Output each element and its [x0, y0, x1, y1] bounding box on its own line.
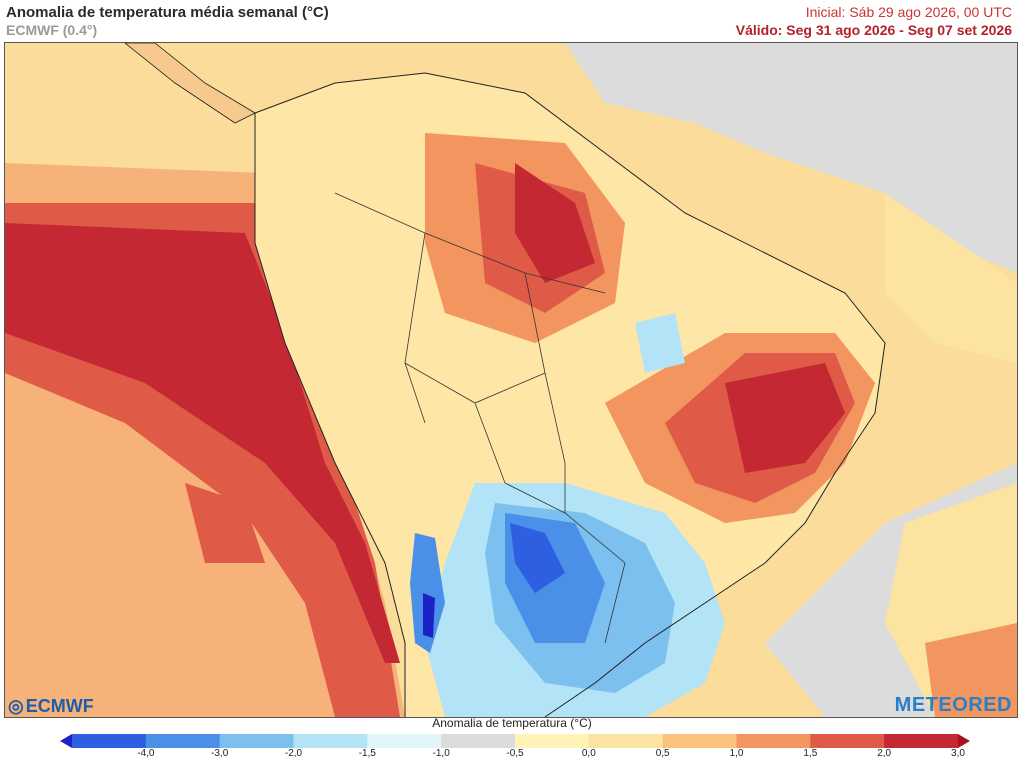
map-canvas [5, 43, 1017, 717]
colorbar-tick-label: 2,0 [877, 748, 892, 759]
warm-zone-ne-atlantic [885, 193, 1017, 363]
ecmwf-logo-text: ECMWF [25, 696, 94, 716]
very-hot-zone-amazon [515, 163, 595, 283]
colorbar-tick-label: -0,5 [506, 748, 524, 759]
coastline-east [254, 72, 886, 717]
colorbar [60, 734, 970, 748]
very-hot-zone-northeast [725, 363, 845, 473]
colorbar-segment [662, 734, 737, 748]
colorbar-segment [884, 734, 959, 748]
valid-period: Válido: Seg 31 ago 2026 - Seg 07 set 202… [735, 22, 1012, 38]
colorbar-segment [219, 734, 294, 748]
colorbar-segment [145, 734, 221, 748]
colorbar-tick-label: 1,0 [729, 748, 744, 759]
colorbar-tick-label: -4,0 [137, 748, 155, 759]
colorbar-tick-label: -2,0 [284, 748, 303, 759]
colorbar-segment [810, 734, 885, 748]
very-hot-band-pacific [5, 223, 400, 663]
colorbar-tick-label: -3,0 [211, 748, 229, 759]
meteored-logo: METEORED [894, 694, 1012, 716]
colorbar-segment [367, 734, 442, 748]
colorbar-segment [293, 734, 368, 748]
colorbar-tick-label: -1,5 [358, 748, 376, 759]
colorbar-title: Anomalia de temperatura (°C) [432, 716, 592, 730]
colorbar-tick-label: 1,5 [803, 748, 818, 759]
initial-time: Inicial: Sáb 29 ago 2026, 00 UTC [805, 4, 1012, 20]
hot-patch-pacific [185, 483, 265, 563]
neutral-zone-atlantic [565, 43, 1017, 273]
colorbar-arrow-high [958, 734, 970, 748]
country-borders [334, 192, 626, 644]
continent-land [255, 73, 885, 717]
colorbar-segment [515, 734, 590, 748]
colorbar-tick-label: 0,0 [581, 748, 596, 759]
ecmwf-logo-icon: ◎ [8, 696, 24, 716]
model-label: ECMWF (0.4°) [6, 22, 98, 38]
coldest-strip-andes [423, 593, 435, 638]
cold-strip-andes [410, 533, 445, 653]
colorbar-segment [588, 734, 664, 748]
coldest-zone-south [510, 523, 565, 593]
colorbar-tick-label: 3,0 [951, 748, 965, 759]
colorbar-segment [72, 734, 147, 748]
map-title: Anomalia de temperatura média semanal (°… [6, 4, 329, 21]
ecmwf-logo: ◎ ECMWF [8, 696, 94, 717]
colorbar-arrow-low [60, 734, 72, 748]
colorbar-segment [441, 734, 516, 748]
coastline-west [254, 113, 406, 717]
colorbar-segment [736, 734, 811, 748]
colorbar-tick-label: -1,0 [432, 748, 450, 759]
colorbar-tick-label: 0,5 [655, 748, 670, 759]
central-america [124, 43, 256, 124]
cool-patch-central [635, 313, 685, 373]
anomaly-map [4, 42, 1018, 718]
warm-patch-sw-atlantic [925, 623, 1017, 717]
